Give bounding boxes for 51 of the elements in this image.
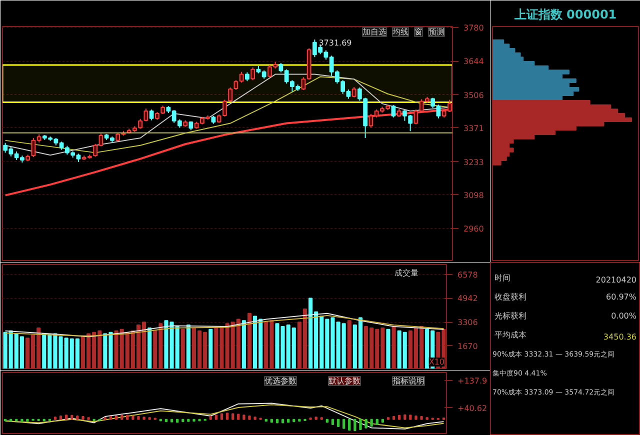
bar: [186, 324, 190, 368]
bar: [347, 320, 352, 368]
text: 收盘获利: [494, 292, 526, 302]
bar: [492, 152, 510, 157]
text: 光标获利: [494, 312, 526, 320]
bar: [492, 156, 507, 162]
y-tick-label: +137.9: [458, 376, 488, 386]
y-tick-label: 2960: [464, 224, 484, 234]
text: 3450.36: [603, 332, 637, 342]
bar: [386, 328, 390, 368]
y-tick-label: 3306: [458, 318, 478, 328]
bar: [492, 148, 514, 152]
annotation: 3731.69: [318, 38, 352, 48]
annotation: 默认参数: [328, 376, 360, 386]
annotation: 指标说明: [392, 376, 424, 386]
bar: [242, 320, 246, 368]
y-tick-label: 1670: [458, 342, 478, 351]
bar: [208, 328, 213, 368]
bar: [492, 86, 580, 92]
candlestick: [352, 86, 356, 98]
candlestick: [149, 109, 154, 121]
annotation: 均线: [392, 28, 408, 36]
candlestick: [391, 104, 396, 118]
text: 60.97%: [606, 292, 637, 302]
chart-title: 上证指数 000001: [513, 8, 617, 22]
annotation: 窗: [414, 28, 422, 36]
y-tick-label: 3233: [464, 158, 484, 167]
y-tick-label: 3506: [464, 90, 484, 100]
annotation: X10: [428, 358, 445, 366]
text: 20210420: [596, 276, 636, 284]
text: 时间: [494, 274, 510, 282]
y-tick-label: +40.62: [458, 404, 488, 413]
bar: [148, 327, 152, 368]
annotation: 预测: [428, 28, 444, 36]
y-tick-label: 3644: [464, 57, 484, 66]
bar: [247, 312, 252, 368]
candlestick: [301, 76, 306, 90]
y-tick-label: 6578: [458, 270, 478, 280]
bar: [392, 326, 396, 368]
annotation: 优选参数: [264, 376, 296, 386]
candlestick: [250, 66, 255, 81]
annotation: 加自选: [362, 28, 386, 36]
bar: [492, 70, 570, 74]
y-tick-label: 4942: [458, 294, 478, 304]
text: 0.00%: [611, 312, 637, 320]
y-tick-label: 3371: [464, 124, 484, 133]
y-tick-label: 3780: [464, 24, 484, 33]
text: 平均成本: [494, 330, 526, 340]
y-tick-label: 3098: [464, 190, 484, 200]
text: 成交量: [394, 268, 418, 278]
bar: [180, 328, 185, 368]
